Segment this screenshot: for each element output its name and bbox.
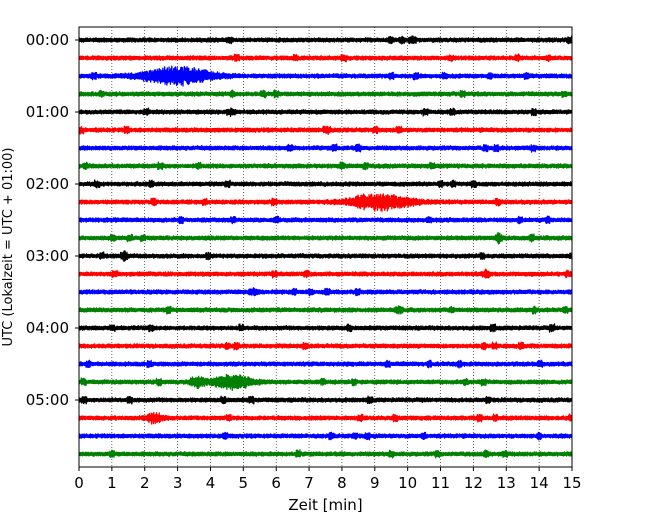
x-tick-label: 9 xyxy=(370,474,380,492)
trace-line xyxy=(78,411,573,425)
trace-line xyxy=(78,232,573,245)
x-tick-label: 6 xyxy=(271,474,281,492)
trace-line xyxy=(78,193,573,212)
trace-line xyxy=(78,53,573,63)
trace-line xyxy=(78,323,573,333)
trace-line xyxy=(78,287,573,297)
x-tick-label: 5 xyxy=(239,474,249,492)
trace-line xyxy=(78,431,573,441)
x-tick-label: 0 xyxy=(74,474,84,492)
x-tick-label: 3 xyxy=(173,474,183,492)
y-tick-label: 05:00 xyxy=(26,391,69,409)
trace-line xyxy=(78,250,573,262)
y-tick-label: 00:00 xyxy=(26,31,69,49)
trace-line xyxy=(78,89,573,99)
x-tick-label: 7 xyxy=(304,474,314,492)
trace-line xyxy=(78,125,573,136)
trace-lines xyxy=(78,35,573,459)
x-tick-label: 2 xyxy=(140,474,150,492)
trace-line xyxy=(78,179,573,189)
y-tick-label: 03:00 xyxy=(26,247,69,265)
x-axis-ticks: 0 1 2 3 4 5 6 7 8 9 10 11 12 13 14 15 xyxy=(74,467,582,492)
trace-line xyxy=(78,161,573,171)
trace-line xyxy=(78,268,573,279)
x-tick-label: 8 xyxy=(337,474,347,492)
trace-line xyxy=(78,65,573,87)
x-tick-label: 1 xyxy=(107,474,117,492)
grid-lines xyxy=(111,27,540,467)
x-tick-label: 13 xyxy=(497,474,516,492)
trace-line xyxy=(78,215,573,225)
x-tick-label: 10 xyxy=(398,474,417,492)
x-tick-label: 11 xyxy=(431,474,450,492)
x-tick-label: 14 xyxy=(530,474,549,492)
trace-line xyxy=(78,341,573,351)
plot-frame xyxy=(78,26,573,468)
x-tick-label: 4 xyxy=(206,474,216,492)
y-tick-label: 04:00 xyxy=(26,319,69,337)
x-axis-title: Zeit [min] xyxy=(288,496,362,514)
y-axis-title: UTC (Lokalzeit = UTC + 01:00) xyxy=(1,148,16,347)
trace-line xyxy=(78,35,573,45)
trace-line xyxy=(78,449,573,459)
trace-line xyxy=(78,359,573,369)
trace-line xyxy=(78,305,573,315)
x-tick-label: 15 xyxy=(562,474,581,492)
trace-line xyxy=(78,395,573,405)
trace-line xyxy=(78,107,573,118)
y-tick-label: 01:00 xyxy=(26,103,69,121)
x-tick-label: 12 xyxy=(464,474,483,492)
trace-line xyxy=(78,373,573,391)
trace-line xyxy=(78,143,573,153)
y-tick-label: 02:00 xyxy=(26,175,69,193)
y-axis-ticks: 00:00 01:00 02:00 03:00 04:00 05:00 xyxy=(26,31,79,409)
